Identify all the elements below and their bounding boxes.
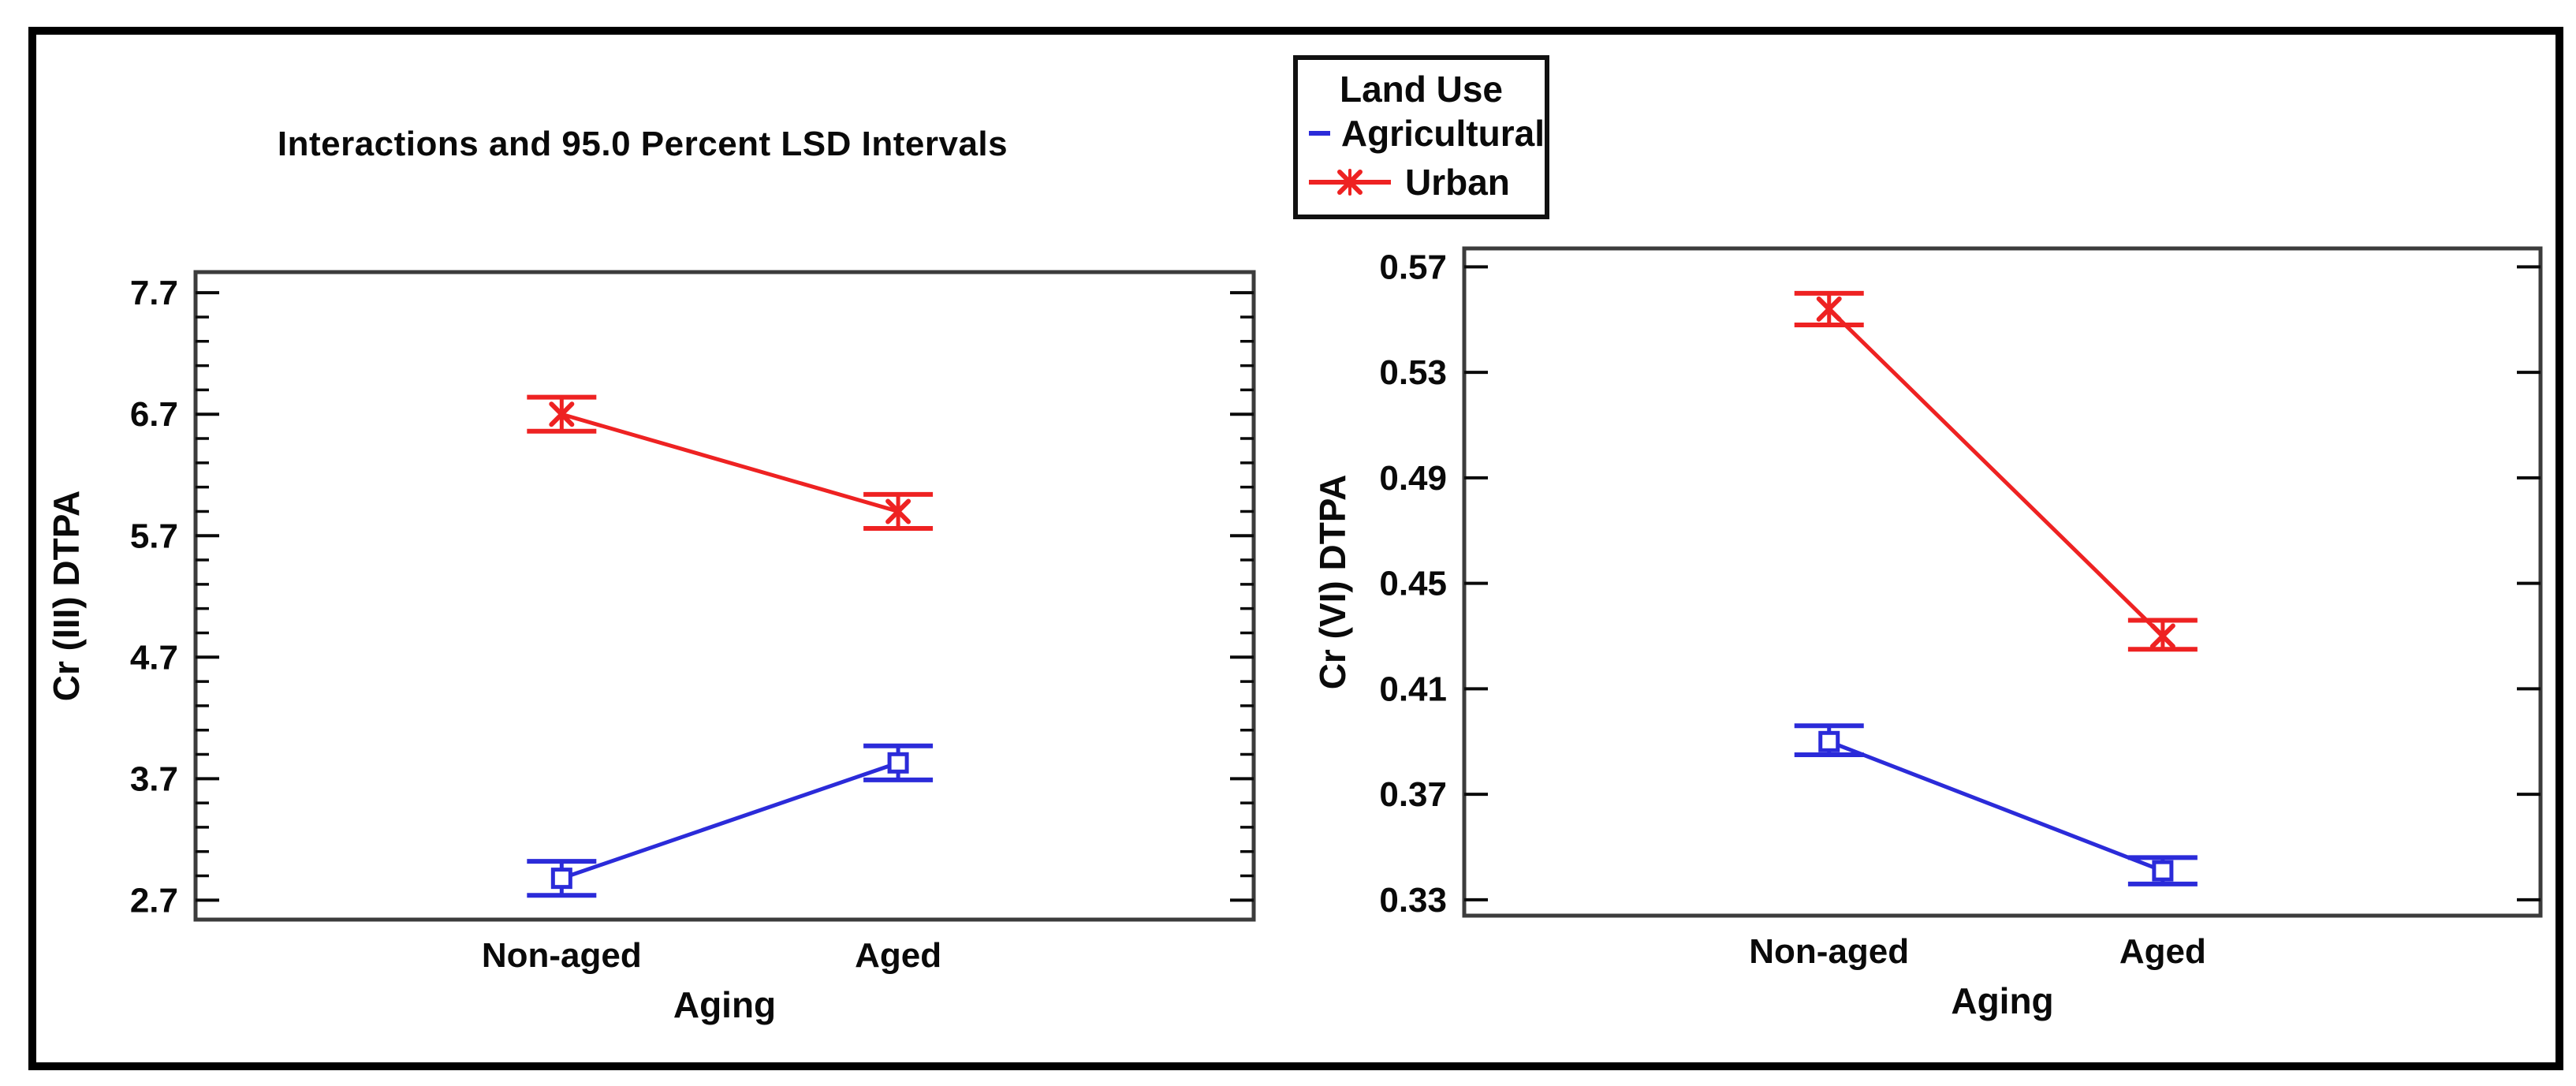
series-line [1827, 308, 2164, 638]
x-category-label: Aged [2119, 932, 2206, 971]
legend-entry-agricultural: Agricultural [1298, 109, 1545, 158]
y-tick-label: 0.33 [1379, 881, 1447, 920]
marker-square [1818, 730, 1840, 752]
x-marker-icon [1309, 169, 1391, 196]
marker-x [2149, 622, 2175, 650]
y-tick-label: 7.7 [130, 274, 178, 312]
chart-title: Interactions and 95.0 Percent LSD Interv… [277, 125, 1008, 163]
legend-entry-label: Urban [1405, 162, 1510, 203]
series-line [561, 760, 899, 880]
marker-square [550, 868, 572, 890]
y-tick-label: 5.7 [130, 517, 178, 555]
x-category-label: Aged [855, 936, 941, 975]
plot-frame [193, 270, 1256, 922]
series-urban [1794, 290, 2198, 652]
y-tick-label: 0.57 [1379, 248, 1447, 286]
legend-entry-urban: Urban [1298, 158, 1545, 207]
legend: Land Use Agricultural Urban [1293, 55, 1549, 219]
series-line [561, 412, 899, 513]
y-tick-label: 6.7 [130, 395, 178, 434]
x-axis-title: Aging [1951, 980, 2053, 1021]
x-category-label: Non-aged [482, 936, 642, 975]
marker-x [549, 401, 575, 428]
marker-x [1337, 169, 1363, 196]
y-tick-label: 3.7 [130, 759, 178, 798]
x-axis-title: Aging [673, 984, 776, 1025]
marker-x [1816, 295, 1842, 323]
y-tick-label: 2.7 [130, 881, 178, 920]
y-tick-label: 0.53 [1379, 353, 1447, 392]
y-tick-label: 0.49 [1379, 459, 1447, 498]
figure-border [28, 27, 2563, 1070]
legend-entries: Agricultural Urban [1298, 109, 1545, 207]
square-marker-icon [1309, 131, 1330, 136]
chart-cr-vi: 0.33 0.37 0.41 0.45 0.49 0.53 0.57 Non-aged Aged… [1312, 246, 2543, 1021]
y-tick-label: 0.45 [1379, 565, 1447, 603]
y-tick-label: 0.41 [1379, 670, 1447, 708]
legend-entry-label: Agricultural [1340, 113, 1545, 154]
marker-square [887, 752, 909, 774]
y-tick-label: 0.37 [1379, 775, 1447, 814]
marker-square [2152, 860, 2174, 882]
series-agricultural [1794, 723, 2198, 886]
x-category-label: Non-aged [1749, 932, 1909, 971]
plot-frame [1462, 246, 2543, 918]
y-axis-title: Cr (III) DTPA [46, 491, 87, 701]
series-agricultural [527, 743, 934, 898]
legend-title: Land Use [1339, 69, 1504, 110]
series-line [1828, 739, 2164, 873]
y-tick-label: 4.7 [130, 638, 178, 677]
marker-x [885, 498, 911, 525]
y-axis-title: Cr (VI) DTPA [1312, 475, 1353, 690]
chart-cr-iii: 2.7 3.7 4.7 5.7 6.7 7.7 Non-aged Aged Aging Cr (I… [46, 270, 1256, 1025]
series-urban [527, 394, 934, 532]
